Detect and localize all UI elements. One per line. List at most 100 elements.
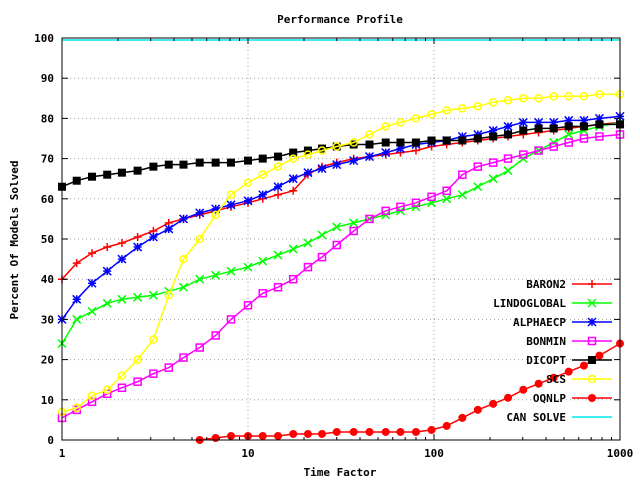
x-tick-label: 10: [241, 447, 254, 460]
point-dicopt: [133, 166, 142, 175]
legend-marker-bonmin: [587, 336, 597, 346]
point-oqnlp: [519, 385, 528, 394]
point-alphaecp: [473, 129, 483, 140]
point-bonmin: [117, 383, 127, 392]
legend-marker-baron2: [588, 280, 596, 288]
point-scs: [273, 162, 283, 171]
point-scs: [303, 150, 313, 159]
legend-marker-scs: [587, 374, 597, 384]
legend-label-oqnlp: OQNLP: [533, 392, 566, 405]
legend-label-can-solve: CAN SOLVE: [506, 411, 566, 424]
point-dicopt: [564, 122, 573, 131]
point-dicopt: [72, 176, 81, 185]
series-lindoglobal: [57, 117, 625, 349]
line-bonmin: [61, 133, 621, 419]
point-alphaecp: [332, 160, 342, 170]
point-dicopt: [179, 160, 188, 169]
point-alphaecp: [488, 125, 498, 135]
point-alphaecp: [364, 152, 375, 162]
point-bonmin: [473, 162, 483, 171]
y-tick-label: 40: [41, 273, 54, 286]
x-tick-label: 1000: [607, 447, 634, 460]
point-alphaecp: [549, 117, 559, 127]
point-alphaecp: [258, 190, 268, 200]
point-scs: [365, 130, 374, 139]
point-bonmin: [87, 397, 97, 407]
point-scs: [332, 142, 341, 151]
point-alphaecp: [457, 131, 467, 142]
point-bonmin: [288, 274, 298, 284]
point-baron2: [103, 243, 112, 252]
point-alphaecp: [518, 117, 528, 127]
point-bonmin: [503, 154, 513, 163]
point-alphaecp: [195, 208, 205, 218]
point-baron2: [133, 232, 142, 241]
plot-frame: [61, 37, 621, 441]
point-bonmin: [365, 214, 374, 224]
point-bonmin: [488, 158, 498, 167]
point-dicopt: [427, 136, 436, 145]
point-bonmin: [226, 315, 236, 324]
point-bonmin: [595, 132, 604, 141]
point-dicopt: [244, 156, 252, 165]
point-scs: [102, 385, 112, 394]
point-bonmin: [549, 142, 558, 151]
point-bonmin: [411, 198, 421, 208]
point-alphaecp: [349, 156, 359, 166]
point-scs: [519, 94, 528, 103]
point-alphaecp: [381, 148, 391, 158]
point-dicopt: [396, 138, 405, 147]
point-baron2: [274, 190, 283, 199]
point-oqnlp: [332, 427, 341, 436]
point-bonmin: [458, 170, 467, 179]
point-bonmin: [381, 206, 390, 216]
y-tick-label: 20: [41, 354, 54, 367]
point-alphaecp: [133, 242, 143, 252]
point-oqnlp: [274, 431, 283, 440]
line-dicopt: [61, 123, 620, 188]
chart-title: Performance Profile: [277, 13, 403, 26]
point-oqnlp: [595, 351, 604, 360]
point-scs: [179, 254, 188, 264]
point-bonmin: [442, 186, 451, 196]
point-oqnlp: [534, 379, 543, 388]
point-oqnlp: [258, 431, 267, 440]
line-scs: [61, 93, 620, 413]
point-dicopt: [442, 136, 451, 145]
point-dicopt: [289, 148, 298, 157]
point-dicopt: [534, 124, 543, 133]
point-oqnlp: [504, 393, 513, 402]
point-scs: [549, 92, 558, 101]
point-alphaecp: [395, 144, 405, 154]
point-dicopt: [365, 140, 374, 149]
point-lindoglobal: [226, 266, 236, 276]
point-lindoglobal: [564, 129, 574, 140]
point-bonmin: [195, 343, 204, 352]
point-bonmin: [579, 134, 589, 143]
legend-label-lindoglobal: LINDOGLOBAL: [493, 297, 566, 310]
point-alphaecp: [534, 117, 544, 127]
x-axis-label: Time Factor: [304, 466, 377, 479]
point-bonmin: [258, 289, 267, 298]
point-bonmin: [243, 301, 253, 310]
line-lindoglobal: [61, 121, 621, 344]
point-oqnlp: [489, 399, 498, 408]
point-oqnlp: [226, 431, 235, 440]
point-scs: [396, 118, 405, 127]
point-scs: [258, 170, 267, 179]
point-scs: [117, 371, 127, 380]
point-dicopt: [164, 160, 173, 169]
point-alphaecp: [564, 115, 574, 125]
point-bonmin: [317, 252, 327, 262]
point-lindoglobal: [332, 222, 342, 232]
point-lindoglobal: [442, 194, 452, 204]
legend: BARON2 LINDOGLOBAL ALPHAECP BONMIN DICOPT SCS…: [493, 278, 612, 424]
point-dicopt: [549, 124, 558, 133]
point-bonmin: [133, 377, 142, 386]
point-bonmin: [332, 240, 341, 250]
point-alphaecp: [87, 278, 97, 288]
point-alphaecp: [273, 182, 283, 192]
x-tick-label: 1: [59, 447, 66, 460]
point-lindoglobal: [178, 282, 189, 292]
